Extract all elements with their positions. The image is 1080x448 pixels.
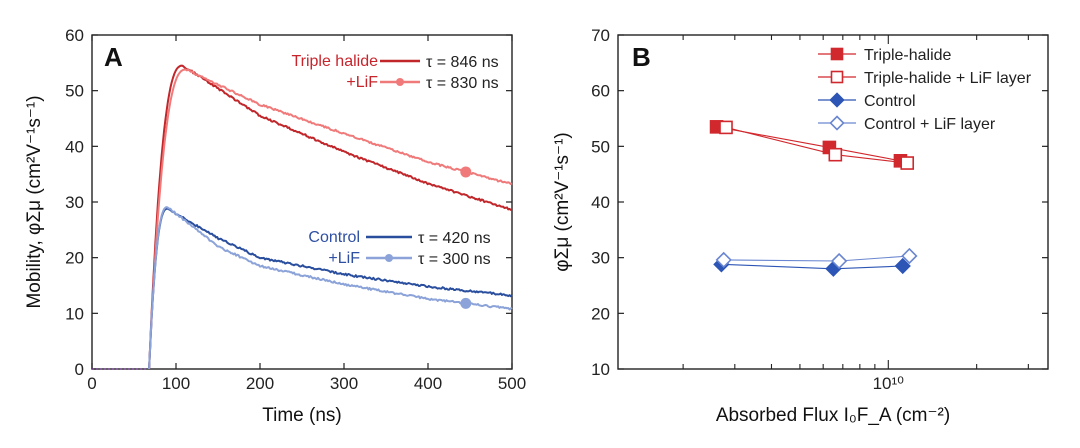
legend-label: τ = 420 ns — [418, 230, 491, 247]
y-tick-label: 30 — [65, 193, 84, 212]
y-tick-label: 10 — [65, 304, 84, 323]
panel-letter: A — [104, 42, 123, 72]
x-axis-label: Time (ns) — [262, 405, 342, 426]
trace-tau-830 — [149, 70, 512, 370]
trace-marker-tau-300 — [460, 298, 471, 309]
figure-canvas: 0 100 200 300 400 500 0 10 20 30 40 50 60 Time (ns) Mo… — [0, 0, 1080, 448]
legend-marker — [832, 49, 843, 60]
group-label: Triple halide — [291, 53, 378, 70]
group-label: Control — [308, 229, 360, 246]
y-tick-label: 40 — [591, 193, 610, 212]
y-tick-label: 10 — [591, 360, 610, 379]
data-point — [829, 149, 841, 161]
legend-marker — [832, 72, 843, 83]
legend-label: τ = 300 ns — [418, 251, 491, 268]
legend-marker — [396, 78, 404, 86]
data-point — [720, 121, 732, 133]
x-tick-label: 10¹⁰ — [873, 374, 905, 393]
legend-label: τ = 846 ns — [426, 54, 499, 71]
series-line-2 — [721, 264, 902, 269]
legend-marker — [385, 254, 393, 262]
legend-marker — [831, 94, 844, 107]
y-axis-label: Mobility, φΣμ (cm²V⁻¹s⁻¹) — [24, 95, 45, 308]
panel-a: 0 100 200 300 400 500 0 10 20 30 40 50 60 Time (ns) Mo… — [24, 26, 526, 426]
legend-marker — [831, 117, 844, 130]
y-tick-label: 0 — [75, 360, 84, 379]
y-tick-label: 30 — [591, 249, 610, 268]
series-line-3 — [724, 256, 910, 261]
x-tick-label: 100 — [162, 374, 190, 393]
legend-label: τ = 830 ns — [426, 75, 499, 92]
x-axis-label: Absorbed Flux I₀F_A (cm⁻²) — [716, 405, 950, 426]
y-tick-label: 50 — [65, 82, 84, 101]
y-tick-label: 20 — [591, 304, 610, 323]
x-tick-label: 0 — [87, 374, 96, 393]
data-point — [901, 157, 913, 169]
y-tick-label: 60 — [65, 26, 84, 45]
legend-label: Triple-halide — [864, 47, 952, 64]
y-tick-label: 20 — [65, 249, 84, 268]
y-tick-label: 70 — [591, 26, 610, 45]
y-tick-label: 50 — [591, 137, 610, 156]
y-axis-label: φΣμ (cm²V⁻¹s⁻¹) — [552, 132, 573, 272]
x-tick-label: 200 — [246, 374, 274, 393]
legend-label: Triple-halide + LiF layer — [864, 70, 1032, 87]
trace-marker-tau-830 — [460, 166, 471, 177]
group-label-lif: +LiF — [346, 74, 378, 91]
panel-letter: B — [632, 42, 651, 72]
panel-b: 10 20 30 40 50 60 70 10¹⁰ Absorbed Flux I₀F_A (c… — [552, 26, 1048, 426]
x-tick-label: 300 — [330, 374, 358, 393]
trace-tau-846 — [149, 66, 512, 369]
legend-label: Control + LiF layer — [864, 116, 996, 133]
x-tick-label: 500 — [498, 374, 526, 393]
legend-label: Control — [864, 93, 916, 110]
y-tick-label: 40 — [65, 137, 84, 156]
x-tick-label: 400 — [414, 374, 442, 393]
y-tick-label: 60 — [591, 82, 610, 101]
group-label-lif: +LiF — [328, 250, 360, 267]
